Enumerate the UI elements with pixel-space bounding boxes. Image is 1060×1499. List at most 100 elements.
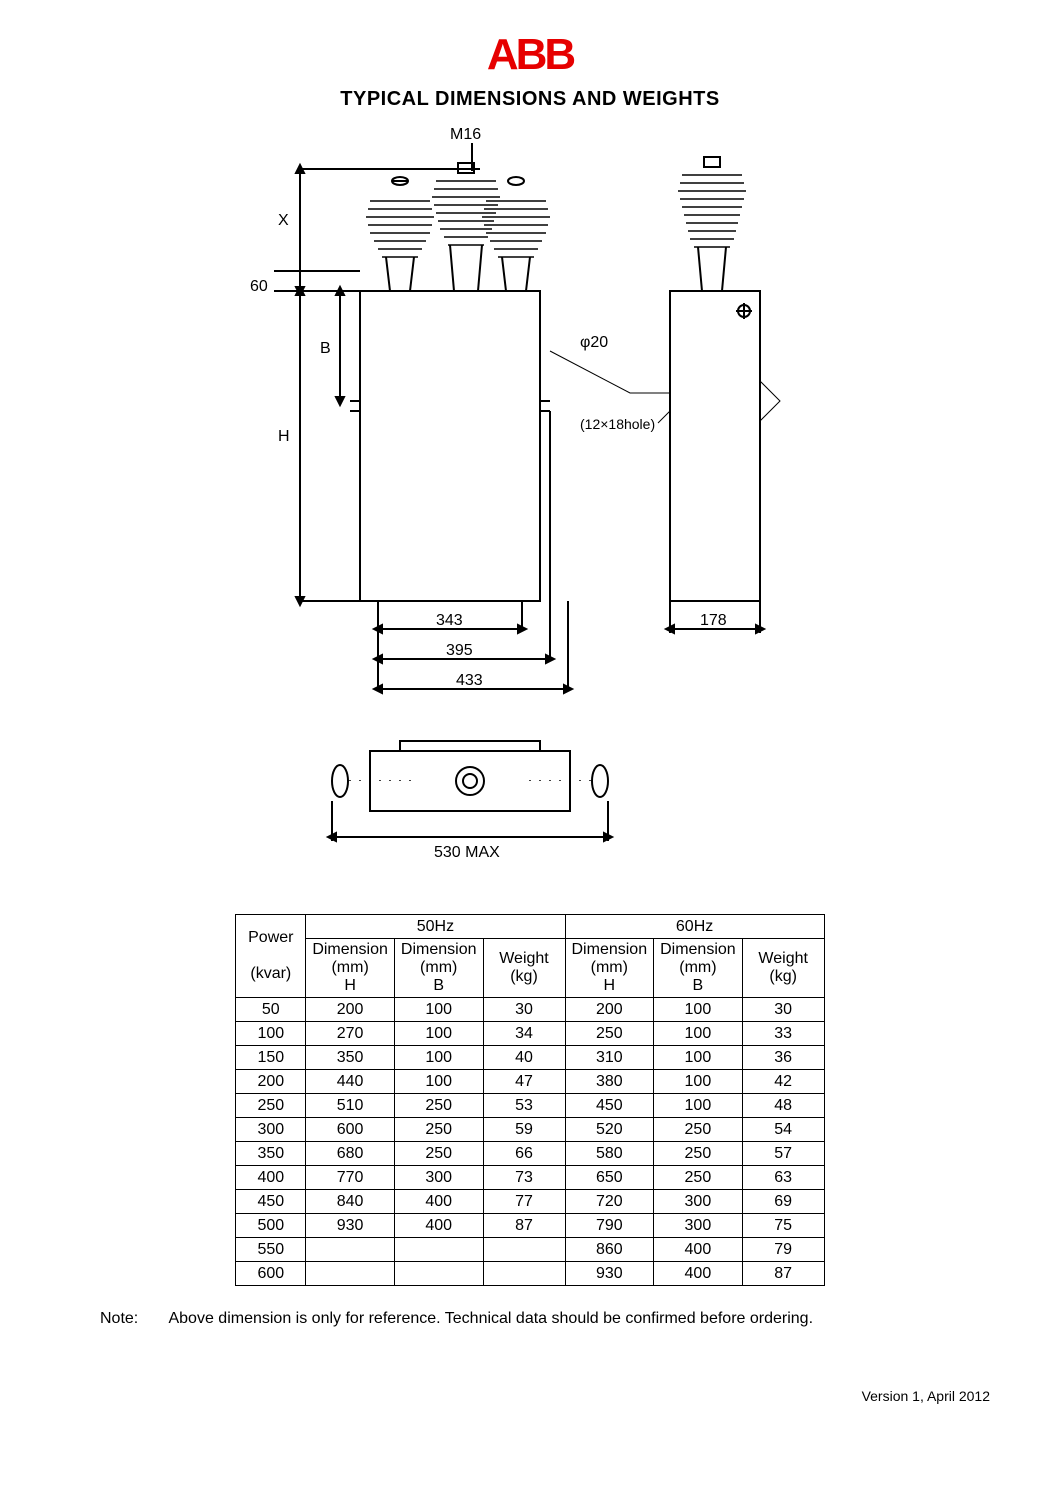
table-cell: 100 [654,1022,743,1046]
table-cell: 720 [565,1190,654,1214]
table-cell: 150 [236,1046,306,1070]
th-60h: Dimension(mm)H [565,939,654,998]
table-cell: 310 [565,1046,654,1070]
table-cell: 250 [394,1142,483,1166]
table-cell: 57 [742,1142,824,1166]
table-cell: 300 [236,1118,306,1142]
th-60w: Weight(kg) [742,939,824,998]
table-cell: 400 [654,1238,743,1262]
table-cell: 650 [565,1166,654,1190]
label-phi20: φ20 [580,334,608,351]
table-cell: 48 [742,1094,824,1118]
page-title: TYPICAL DIMENSIONS AND WEIGHTS [60,88,1000,111]
table-row: 55086040079 [236,1238,824,1262]
table-cell: 250 [654,1142,743,1166]
table-cell: 350 [306,1046,395,1070]
th-60hz: 60Hz [565,915,824,939]
th-power: Power (kvar) [236,915,306,998]
table-cell: 930 [306,1214,395,1238]
table-cell: 200 [306,998,395,1022]
table-cell: 40 [483,1046,565,1070]
table-cell [483,1262,565,1286]
table-cell: 300 [654,1190,743,1214]
table-cell: 600 [306,1118,395,1142]
label-433: 433 [456,672,483,689]
table-row: 1002701003425010033 [236,1022,824,1046]
version-text: Version 1, April 2012 [60,1388,1000,1404]
label-hole: (12×18hole) [580,416,655,432]
table-cell: 33 [742,1022,824,1046]
table-cell [306,1262,395,1286]
table-cell: 200 [236,1070,306,1094]
table-cell: 66 [483,1142,565,1166]
table-row: 4007703007365025063 [236,1166,824,1190]
dimension-diagram: M16 [250,121,810,894]
table-row: 5009304008779030075 [236,1214,824,1238]
table-cell: 100 [394,1070,483,1094]
dimensions-table: Power (kvar) 50Hz 60Hz Dimension(mm)H Di… [235,914,824,1286]
th-50h: Dimension(mm)H [306,939,395,998]
table-cell: 400 [394,1214,483,1238]
table-cell: 36 [742,1046,824,1070]
table-cell: 520 [565,1118,654,1142]
note-text: Above dimension is only for reference. T… [168,1310,813,1327]
table-cell: 100 [654,1046,743,1070]
table-cell: 680 [306,1142,395,1166]
table-cell: 770 [306,1166,395,1190]
th-60b: Dimension(mm)B [654,939,743,998]
table-row: 1503501004031010036 [236,1046,824,1070]
label-b: B [320,340,331,357]
table-cell: 580 [565,1142,654,1166]
bushing-center-icon [432,163,500,291]
table-cell: 75 [742,1214,824,1238]
note: Note: Above dimension is only for refere… [60,1310,1000,1328]
table-cell: 47 [483,1070,565,1094]
table-cell: 400 [654,1262,743,1286]
table-cell: 200 [565,998,654,1022]
table-cell: 300 [394,1166,483,1190]
coil-left-icon [350,780,410,781]
table-row: 502001003020010030 [236,998,824,1022]
table-cell: 400 [236,1166,306,1190]
th-50w: Weight(kg) [483,939,565,998]
table-cell: 270 [306,1022,395,1046]
table-row: 2505102505345010048 [236,1094,824,1118]
bushing-right-icon [482,177,550,291]
table-cell: 450 [236,1190,306,1214]
table-cell: 34 [483,1022,565,1046]
table-row: 60093040087 [236,1262,824,1286]
bushing-left-icon [366,177,434,291]
table-cell [394,1238,483,1262]
table-cell: 350 [236,1142,306,1166]
table-cell: 69 [742,1190,824,1214]
table-cell [306,1238,395,1262]
table-cell: 79 [742,1238,824,1262]
th-50hz: 50Hz [306,915,565,939]
table-cell: 550 [236,1238,306,1262]
table-row: 2004401004738010042 [236,1070,824,1094]
table-cell: 250 [394,1118,483,1142]
table-cell: 59 [483,1118,565,1142]
th-50b: Dimension(mm)B [394,939,483,998]
table-cell: 300 [654,1214,743,1238]
label-530max: 530 MAX [434,844,500,861]
table-cell: 250 [654,1118,743,1142]
table-row: 4508404007772030069 [236,1190,824,1214]
table-cell: 250 [654,1166,743,1190]
label-x: X [278,212,289,229]
table-cell: 500 [236,1214,306,1238]
table-cell: 250 [236,1094,306,1118]
table-cell: 840 [306,1190,395,1214]
table-cell: 53 [483,1094,565,1118]
table-cell: 100 [394,1046,483,1070]
table-cell [394,1262,483,1286]
label-m16: M16 [450,126,481,143]
table-row: 3506802506658025057 [236,1142,824,1166]
table-cell: 30 [742,998,824,1022]
table-cell: 450 [565,1094,654,1118]
coil-right-icon [530,780,590,781]
table-cell: 790 [565,1214,654,1238]
label-343: 343 [436,612,463,629]
bushing-side-icon [678,157,746,291]
note-label: Note: [100,1310,138,1327]
